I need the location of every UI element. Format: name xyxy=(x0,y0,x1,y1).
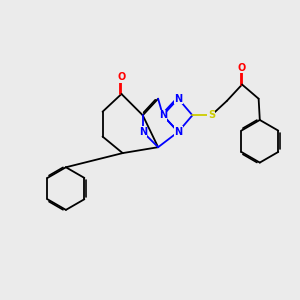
Text: O: O xyxy=(238,63,246,73)
Text: S: S xyxy=(208,110,215,120)
Text: N: N xyxy=(159,110,167,120)
Text: N: N xyxy=(174,94,182,104)
Text: O: O xyxy=(117,72,126,82)
Text: N: N xyxy=(139,127,147,137)
Text: N: N xyxy=(174,127,182,137)
